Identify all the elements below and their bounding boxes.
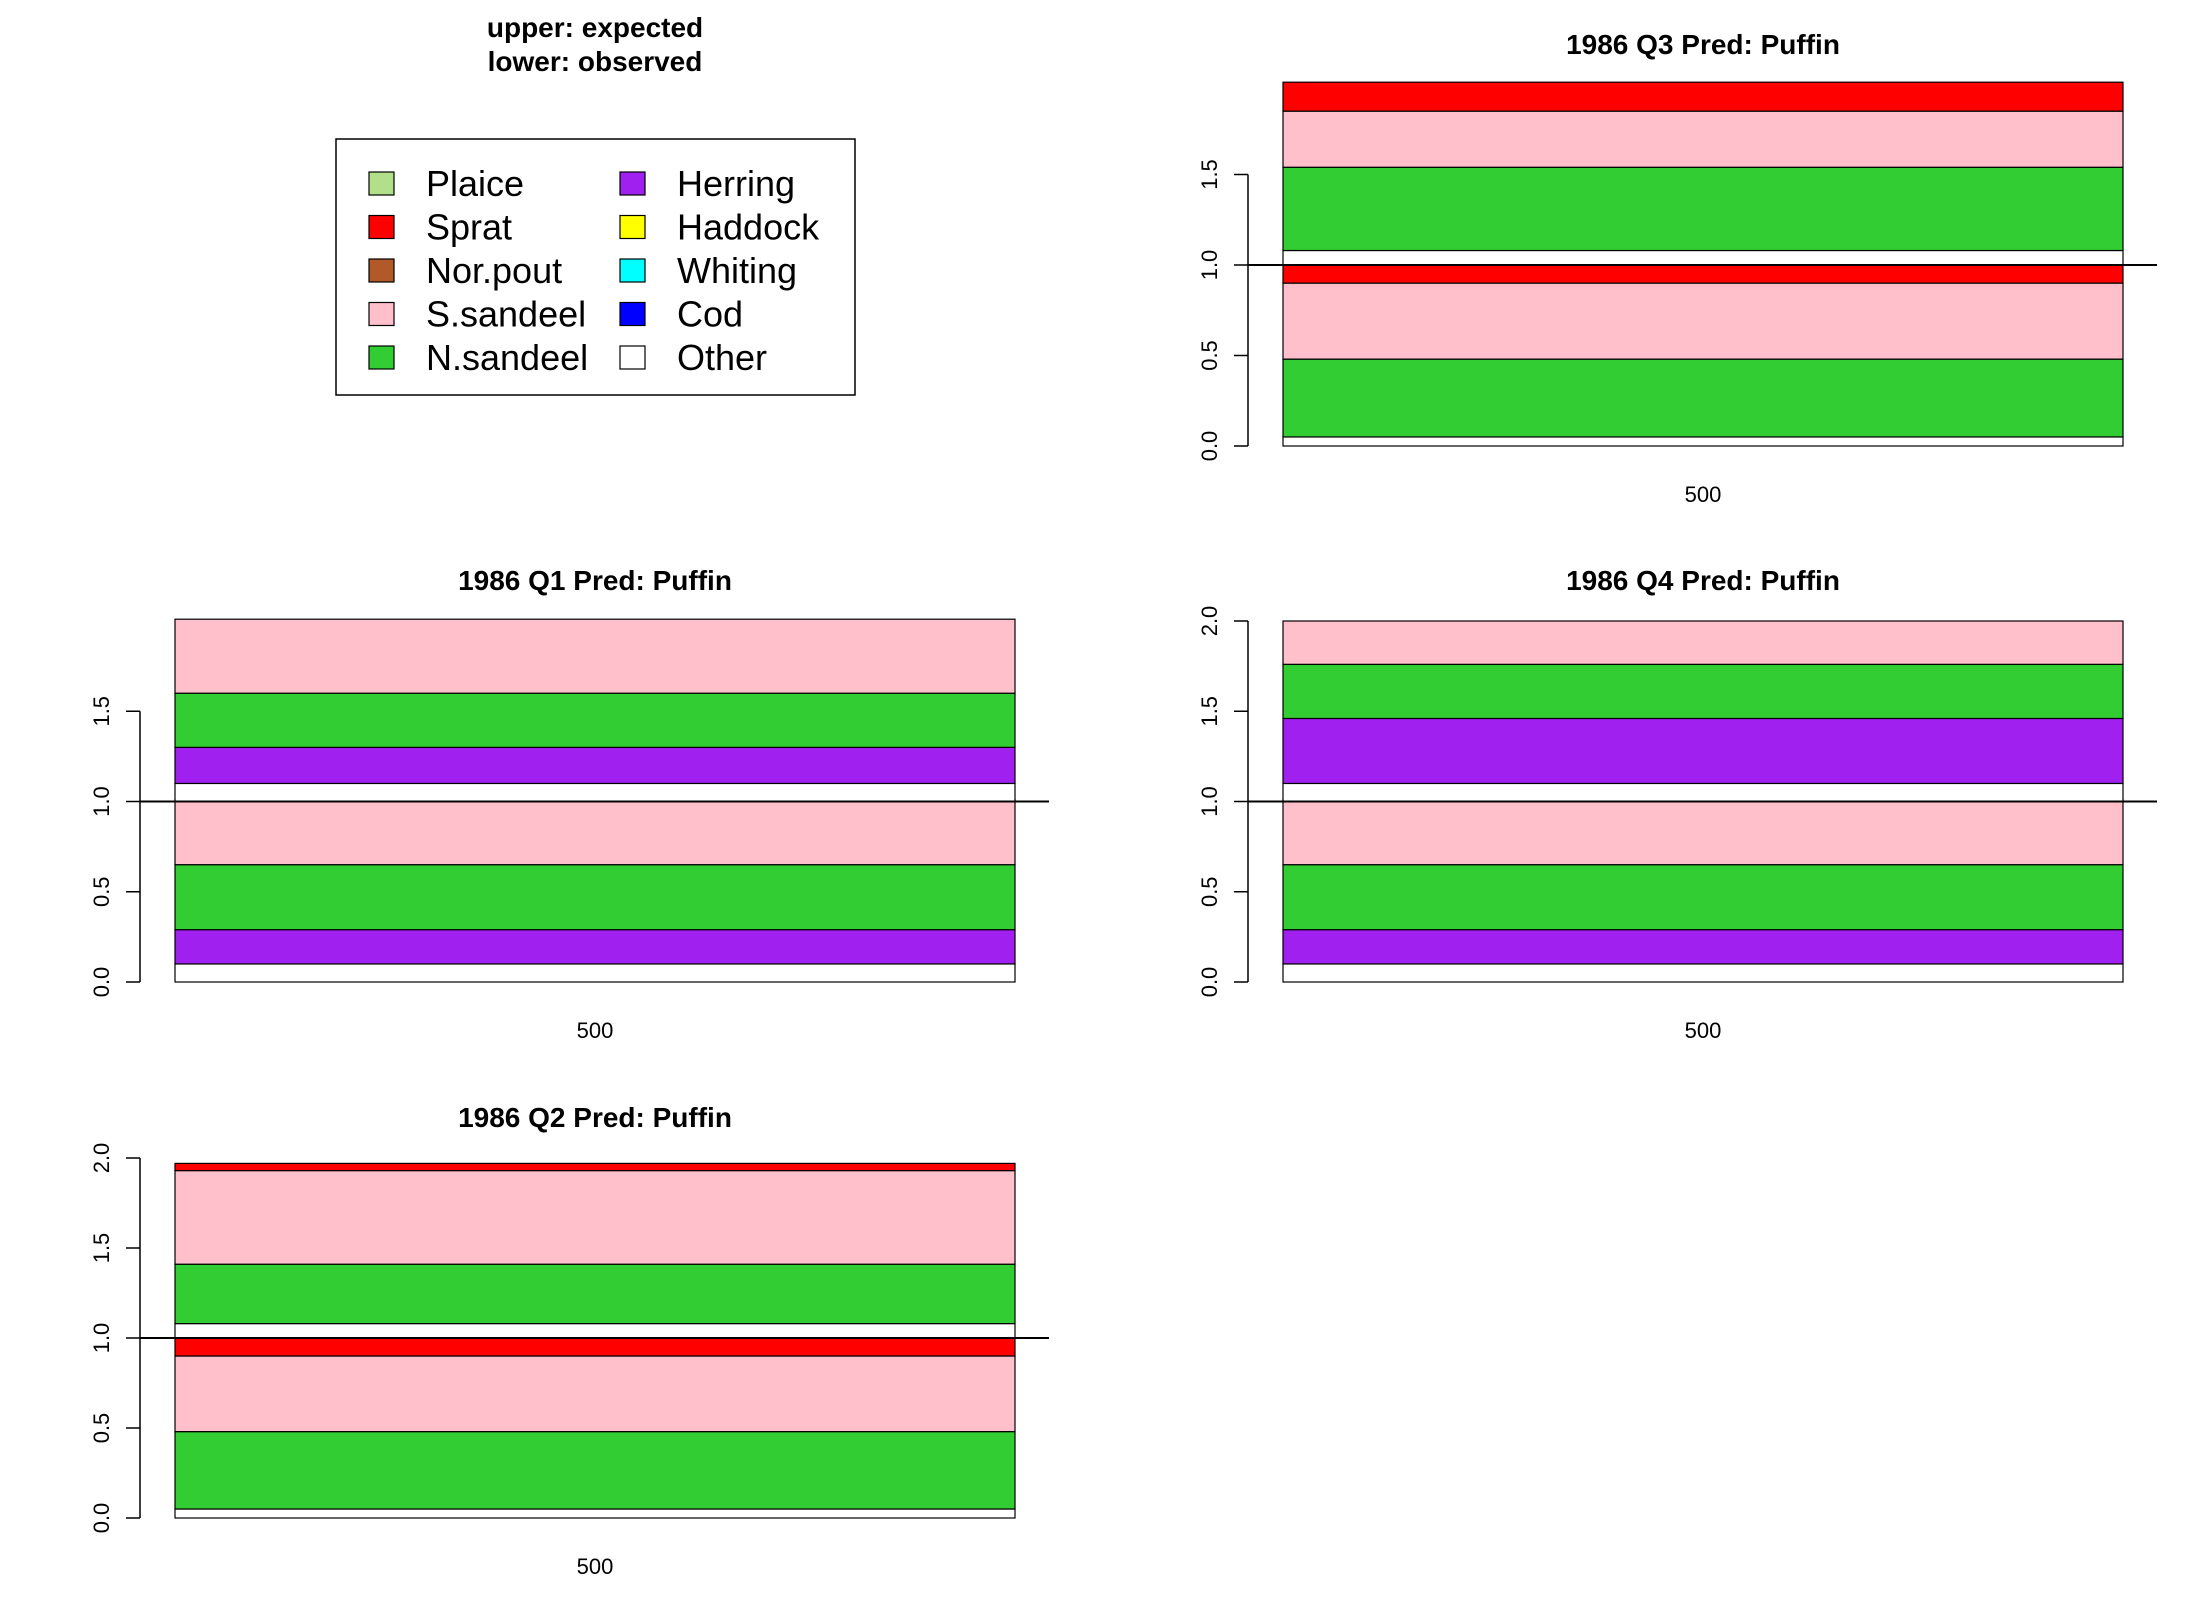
legend-swatch-haddock (619, 214, 646, 240)
legend-item-haddock: Haddock (619, 207, 820, 248)
y-tick-label: 0.0 (1197, 967, 1222, 998)
panel-1986-q3: 1986 Q3 Pred: Puffin 0.0 0.5 1.0 1.5 500 (1197, 29, 2157, 507)
y-tick-label: 1.5 (1197, 696, 1222, 727)
expected-segment-sprat (174, 1162, 1016, 1172)
expected-segment-herring (174, 746, 1016, 785)
legend-item-nor-pout: Nor.pout (368, 250, 562, 291)
observed-segment-herring (1282, 929, 2124, 965)
y-tick-label: 1.5 (1197, 159, 1222, 190)
x-category-label: 500 (1685, 1018, 1722, 1043)
legend-item-cod: Cod (619, 294, 743, 335)
legend-swatch-n-sandeel (368, 345, 395, 370)
observed-segment-s-sandeel (174, 799, 1016, 866)
y-tick-label: 1.0 (1197, 250, 1222, 281)
legend-item-other: Other (619, 337, 767, 378)
legend-label-n-sandeel: N.sandeel (426, 337, 588, 378)
y-tick-label: 1.0 (1197, 786, 1222, 817)
legend-label-herring: Herring (677, 163, 795, 204)
legend-swatch-other (619, 345, 646, 370)
legend-swatch-herring (619, 171, 646, 196)
expected-segment-herring (1282, 717, 2124, 785)
observed-segment-other (174, 1508, 1016, 1519)
legend-label-plaice: Plaice (426, 163, 524, 204)
panel-title: 1986 Q4 Pred: Puffin (1566, 565, 1840, 596)
y-tick-label: 2.0 (89, 1143, 114, 1174)
expected-segment-n-sandeel (1282, 166, 2124, 252)
observed-segment-other (174, 963, 1016, 983)
legend-swatch-sprat (368, 214, 395, 240)
y-tick-label: 1.0 (89, 786, 114, 817)
panel-title: 1986 Q1 Pred: Puffin (458, 565, 732, 596)
legend-item-s-sandeel: S.sandeel (368, 294, 586, 335)
expected-segment-s-sandeel (1282, 110, 2124, 168)
observed-segment-sprat (174, 1337, 1016, 1357)
observed-segment-herring (174, 929, 1016, 965)
legend-swatch-plaice (368, 171, 395, 196)
y-tick-label: 1.0 (89, 1323, 114, 1354)
legend-item-n-sandeel: N.sandeel (368, 337, 588, 378)
legend-label-s-sandeel: S.sandeel (426, 294, 586, 335)
legend-label-other: Other (677, 337, 767, 378)
expected-segment-other (174, 1322, 1016, 1339)
observed-segment-s-sandeel (1282, 799, 2124, 866)
observed-segment-n-sandeel (174, 1430, 1016, 1510)
x-category-label: 500 (577, 1554, 614, 1579)
legend-label-whiting: Whiting (677, 250, 797, 291)
legend-label-nor-pout: Nor.pout (426, 250, 562, 291)
y-tick-label: 0.5 (89, 1413, 114, 1444)
legend-swatch-whiting (619, 258, 646, 283)
observed-segment-other (1282, 436, 2124, 447)
y-tick-label: 1.5 (89, 696, 114, 727)
header-line-1: upper: expected (487, 12, 703, 43)
expected-segment-n-sandeel (174, 1263, 1016, 1325)
legend-item-sprat: Sprat (368, 207, 512, 248)
expected-segment-s-sandeel (174, 1169, 1016, 1265)
legend-label-sprat: Sprat (426, 207, 512, 248)
expected-segment-other (174, 782, 1016, 803)
observed-segment-s-sandeel (1282, 282, 2124, 360)
observed-segment-n-sandeel (174, 864, 1016, 931)
expected-segment-sprat (1282, 81, 2124, 112)
y-tick-label: 0.5 (1197, 340, 1222, 371)
expected-segment-s-sandeel (174, 618, 1016, 694)
y-tick-label: 0.5 (89, 876, 114, 907)
y-tick-label: 0.0 (89, 1503, 114, 1534)
legend-swatch-s-sandeel (368, 301, 395, 327)
y-tick-label: 0.5 (1197, 876, 1222, 907)
legend-swatch-cod (619, 301, 646, 327)
y-tick-label: 0.0 (1197, 431, 1222, 462)
legend-item-whiting: Whiting (619, 250, 797, 291)
header-line-2: lower: observed (488, 46, 703, 77)
legend-item-herring: Herring (619, 163, 795, 204)
panel-1986-q4: 1986 Q4 Pred: Puffin 0.0 0.5 1.0 1.5 2.0 500 (1197, 565, 2157, 1043)
observed-segment-other (1282, 963, 2124, 983)
panel-1986-q2: 1986 Q2 Pred: Puffin 0.0 0.5 1.0 1.5 2.0 500 (89, 1102, 1049, 1579)
expected-segment-other (1282, 249, 2124, 266)
y-tick-label: 2.0 (1197, 606, 1222, 637)
legend-label-cod: Cod (677, 294, 743, 335)
expected-segment-n-sandeel (174, 692, 1016, 748)
legend-label-haddock: Haddock (677, 207, 820, 248)
legend-item-plaice: Plaice (368, 163, 524, 204)
legend-swatch-nor-pout (368, 258, 395, 283)
y-tick-label: 1.5 (89, 1233, 114, 1264)
expected-segment-s-sandeel (1282, 620, 2124, 665)
x-category-label: 500 (577, 1018, 614, 1043)
legend-box (335, 138, 856, 396)
observed-segment-s-sandeel (174, 1355, 1016, 1433)
observed-segment-n-sandeel (1282, 864, 2124, 931)
observed-segment-n-sandeel (1282, 358, 2124, 438)
x-category-label: 500 (1685, 482, 1722, 507)
panel-title: 1986 Q3 Pred: Puffin (1566, 29, 1840, 60)
observed-segment-sprat (1282, 264, 2124, 284)
expected-segment-other (1282, 782, 2124, 803)
panel-1986-q1: 1986 Q1 Pred: Puffin 0.0 0.5 1.0 1.5 500 (89, 565, 1049, 1043)
panel-title: 1986 Q2 Pred: Puffin (458, 1102, 732, 1133)
y-tick-label: 0.0 (89, 967, 114, 998)
expected-segment-n-sandeel (1282, 663, 2124, 720)
